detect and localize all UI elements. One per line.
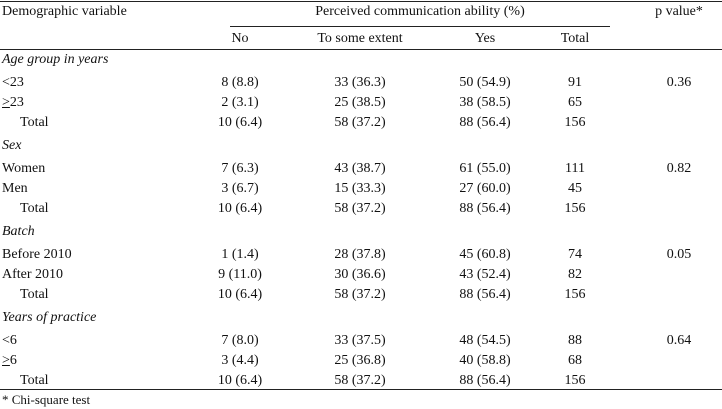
row-label: <6: [2, 332, 17, 350]
row-label: >6: [2, 352, 17, 370]
table-top-rule: [0, 1, 722, 2]
group-title: Age group in years: [2, 52, 109, 67]
footnote: * Chi-square test: [2, 392, 91, 407]
cell-no: 3 (6.7): [221, 181, 259, 196]
cell-yes: 61 (55.0): [459, 161, 511, 176]
cell-to-some-extent: 33 (36.3): [334, 75, 386, 90]
row-label: >23: [2, 94, 24, 112]
cell-yes: 88 (56.4): [459, 201, 511, 216]
cell-yes: 45 (60.8): [459, 247, 511, 262]
row-label-text: <23: [2, 75, 24, 90]
cell-total: 88: [568, 333, 582, 348]
cell-yes: 27 (60.0): [459, 181, 511, 196]
cell-to-some-extent: 58 (37.2): [334, 373, 386, 388]
cell-no: 3 (4.4): [221, 353, 259, 368]
table-bottom-rule: [0, 389, 722, 390]
header-bottom-rule: [0, 49, 722, 50]
cell-yes: 48 (54.5): [459, 333, 511, 348]
cell-no: 10 (6.4): [217, 115, 263, 130]
cell-total: 91: [568, 75, 582, 90]
cell-total: 45: [568, 181, 582, 196]
cell-no: 9 (11.0): [218, 267, 262, 282]
cell-total: 156: [564, 287, 586, 302]
row-label: Total: [20, 286, 49, 304]
row-label-text: Total: [20, 287, 49, 302]
cell-to-some-extent: 25 (38.5): [334, 95, 386, 110]
group-title: Years of practice: [2, 310, 97, 325]
col-header-to-some-extent: To some extent: [317, 31, 403, 46]
row-label-symbol: >: [2, 95, 10, 110]
header-sub-rule: [230, 26, 610, 27]
row-label-text: 23: [9, 95, 24, 110]
cell-no: 7 (6.3): [221, 161, 259, 176]
col-header-yes: Yes: [474, 31, 496, 46]
header-demographic-variable: Demographic variable: [2, 4, 127, 19]
cell-to-some-extent: 15 (33.3): [334, 181, 386, 196]
cell-no: 2 (3.1): [221, 95, 259, 110]
cell-no: 10 (6.4): [217, 373, 263, 388]
row-label-text: After 2010: [2, 267, 64, 282]
cell-p-value: 0.05: [666, 247, 692, 262]
group-title: Batch: [2, 224, 35, 239]
row-label: After 2010: [2, 266, 63, 284]
cell-yes: 50 (54.9): [459, 75, 511, 90]
row-label-text: Total: [20, 115, 49, 130]
cell-yes: 88 (56.4): [459, 287, 511, 302]
row-label-text: Total: [20, 373, 49, 388]
row-label: Men: [2, 180, 28, 198]
cell-yes: 88 (56.4): [459, 115, 511, 130]
cell-total: 156: [564, 115, 586, 130]
cell-no: 8 (8.8): [221, 75, 259, 90]
cell-no: 10 (6.4): [217, 287, 263, 302]
col-header-no: No: [231, 31, 249, 46]
cell-total: 74: [568, 247, 582, 262]
cell-yes: 88 (56.4): [459, 373, 511, 388]
row-label: <23: [2, 74, 24, 92]
cell-total: 156: [564, 373, 586, 388]
cell-to-some-extent: 30 (36.6): [334, 267, 386, 282]
cell-no: 10 (6.4): [217, 201, 263, 216]
cell-yes: 38 (58.5): [459, 95, 511, 110]
row-label-text: <6: [2, 333, 17, 348]
cell-to-some-extent: 58 (37.2): [334, 115, 386, 130]
row-label-text: Men: [2, 181, 28, 196]
cell-yes: 43 (52.4): [459, 267, 511, 282]
cell-p-value: 0.36: [666, 75, 692, 90]
cell-no: 1 (1.4): [221, 247, 259, 262]
row-label-text: Women: [2, 161, 46, 176]
group-title: Sex: [2, 138, 22, 153]
cell-to-some-extent: 43 (38.7): [334, 161, 386, 176]
cell-p-value: 0.82: [666, 161, 692, 176]
row-label-text: 6: [9, 353, 17, 368]
row-label: Women: [2, 160, 45, 178]
cell-total: 68: [568, 353, 582, 368]
cell-total: 82: [568, 267, 582, 282]
cell-to-some-extent: 58 (37.2): [334, 201, 386, 216]
cell-to-some-extent: 25 (36.8): [334, 353, 386, 368]
row-label: Before 2010: [2, 246, 72, 264]
cell-total: 111: [565, 161, 585, 176]
row-label: Total: [20, 200, 49, 218]
cell-to-some-extent: 58 (37.2): [334, 287, 386, 302]
col-header-total: Total: [560, 31, 590, 46]
row-label: Total: [20, 114, 49, 132]
cell-to-some-extent: 28 (37.8): [334, 247, 386, 262]
cell-no: 7 (8.0): [221, 333, 259, 348]
cell-to-some-extent: 33 (37.5): [334, 333, 386, 348]
row-label: Total: [20, 372, 49, 390]
row-label-text: Before 2010: [2, 247, 72, 262]
row-label-symbol: >: [2, 353, 10, 368]
cell-p-value: 0.64: [666, 333, 692, 348]
header-p-value: p value*: [655, 4, 703, 19]
row-label-text: Total: [20, 201, 49, 216]
cell-yes: 40 (58.8): [459, 353, 511, 368]
cell-total: 156: [564, 201, 586, 216]
header-perceived-communication: Perceived communication ability (%): [315, 4, 525, 19]
cell-total: 65: [568, 95, 582, 110]
